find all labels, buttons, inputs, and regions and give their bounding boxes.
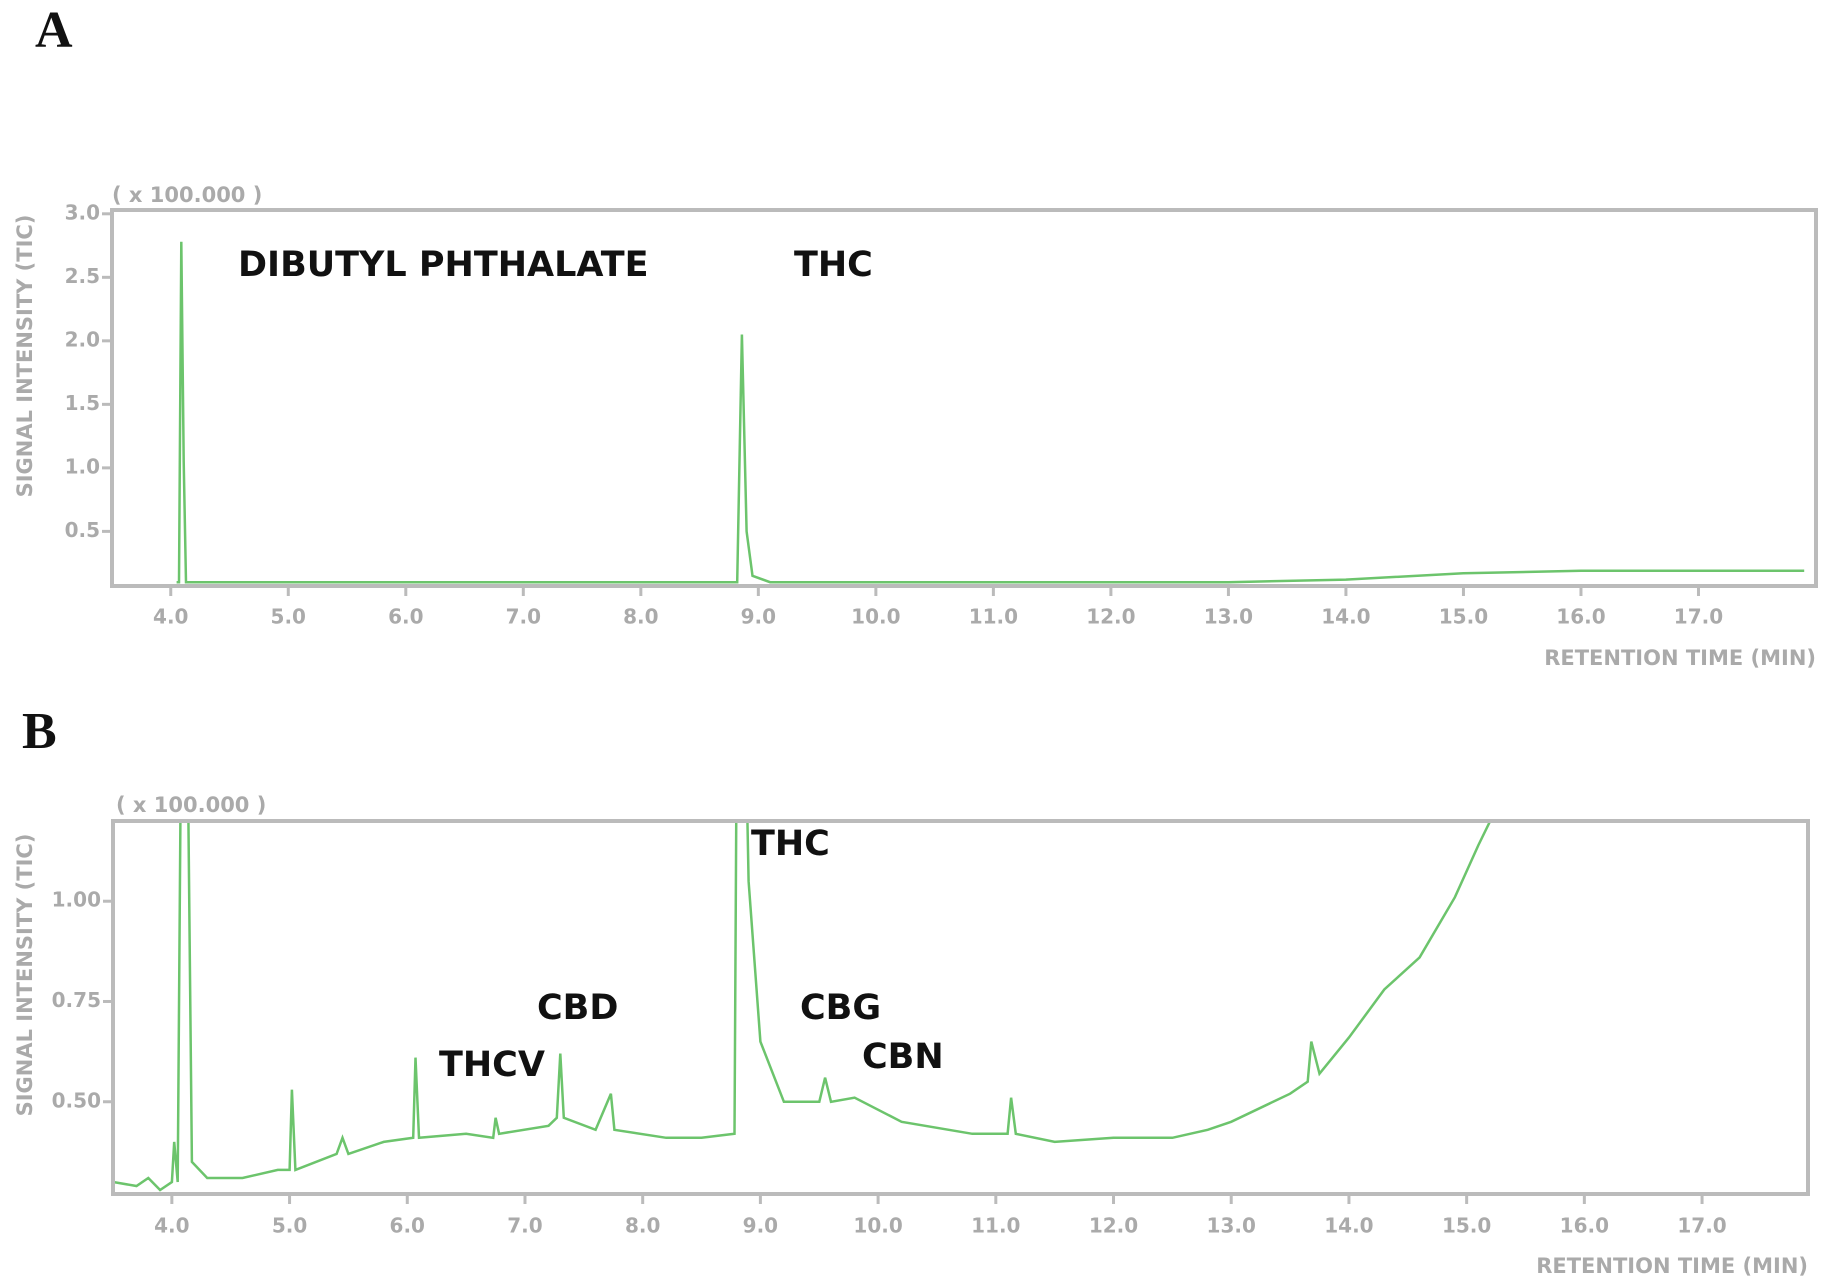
y-axis-title: SIGNAL INTENSITY (TIC) [13,834,37,1117]
y-tick-label: 0.5 [65,518,100,542]
y-tick-label: 1.0 [65,454,100,478]
y-tick-label: 3.0 [65,200,100,224]
x-tick-label: 9.0 [741,605,776,629]
peak-label: THCV [439,1045,545,1085]
x-tick-label: 17.0 [1674,605,1723,629]
plot-frame [111,819,1810,1196]
x-tick-label: 4.0 [154,1214,189,1238]
x-tick-label: 13.0 [1204,605,1253,629]
x-tick-label: 14.0 [1321,605,1370,629]
y-tick-label: 2.5 [65,264,100,288]
x-tick-label: 13.0 [1207,1214,1256,1238]
unit-label: ( x 100.000 ) [112,183,262,207]
x-tick-label: 15.0 [1442,1214,1491,1238]
y-tick-label: 2.0 [65,327,100,351]
x-tick-label: 5.0 [271,605,306,629]
x-tick-label: 11.0 [971,1214,1020,1238]
x-tick-label: 8.0 [623,605,658,629]
x-tick-label: 4.0 [153,605,188,629]
peak-label: THC [751,824,830,864]
x-tick-label: 14.0 [1324,1214,1373,1238]
x-tick-label: 12.0 [1086,605,1135,629]
x-tick-label: 16.0 [1560,1214,1609,1238]
x-tick-label: 12.0 [1089,1214,1138,1238]
x-tick-label: 17.0 [1677,1214,1726,1238]
x-tick-label: 10.0 [853,1214,902,1238]
x-tick-label: 10.0 [851,605,900,629]
y-tick-label: 1.5 [65,391,100,415]
y-axis-title: SIGNAL INTENSITY (TIC) [13,215,37,498]
x-axis-title: RETENTION TIME (MIN) [1544,646,1816,670]
y-tick-label: 1.00 [52,888,101,912]
x-tick-label: 9.0 [743,1214,778,1238]
panel-label: A [35,2,73,59]
x-tick-label: 7.0 [506,605,541,629]
panel-label: B [22,703,57,760]
signal-line [113,821,1492,1192]
peak-label: CBG [800,988,881,1028]
peak-label: CBD [537,988,618,1028]
signal-line [176,241,1805,584]
unit-label: ( x 100.000 ) [116,793,266,817]
x-tick-label: 5.0 [272,1214,307,1238]
plot-frame [110,208,1818,588]
x-tick-label: 16.0 [1556,605,1605,629]
peak-label: CBN [862,1037,944,1077]
x-tick-label: 6.0 [390,1214,425,1238]
x-tick-label: 6.0 [388,605,423,629]
peak-label: THC [794,245,873,285]
x-tick-label: 15.0 [1439,605,1488,629]
x-tick-label: 8.0 [625,1214,660,1238]
y-tick-label: 0.50 [52,1088,101,1112]
x-axis-title: RETENTION TIME (MIN) [1536,1254,1808,1278]
x-tick-label: 7.0 [507,1214,542,1238]
peak-label: DIBUTYL PHTHALATE [238,245,649,285]
x-tick-label: 11.0 [969,605,1018,629]
y-tick-label: 0.75 [52,988,101,1012]
